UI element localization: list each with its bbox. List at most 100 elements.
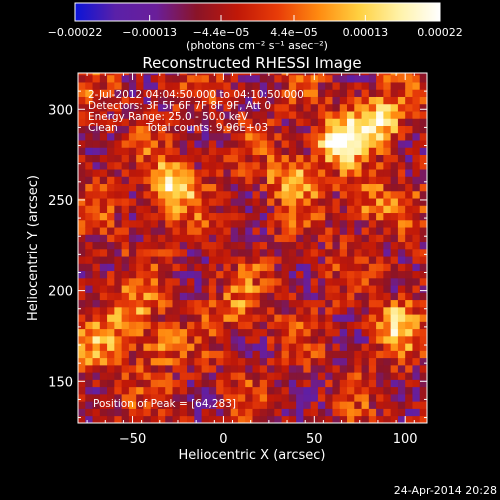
heatmap-pixel <box>121 103 130 112</box>
heatmap-pixel <box>194 219 202 228</box>
heatmap-pixel <box>405 379 413 388</box>
heatmap-pixel <box>274 357 282 366</box>
heatmap-pixel <box>361 169 370 177</box>
heatmap-pixel <box>274 125 282 134</box>
heatmap-pixel <box>99 241 108 250</box>
heatmap-pixel <box>121 306 130 315</box>
heatmap-pixel <box>237 364 246 373</box>
heatmap-pixel <box>245 227 253 235</box>
heatmap-pixel <box>390 335 399 344</box>
heatmap-pixel <box>230 190 239 199</box>
heatmap-pixel <box>332 140 341 148</box>
heatmap-pixel <box>179 299 188 308</box>
heatmap-pixel <box>376 183 384 192</box>
heatmap-pixel <box>128 103 137 112</box>
heatmap-pixel <box>405 176 413 185</box>
heatmap-pixel <box>216 89 224 97</box>
heatmap-pixel <box>165 335 173 344</box>
heatmap-pixel <box>208 111 217 119</box>
heatmap-pixel <box>114 125 123 134</box>
heatmap-pixel <box>99 328 108 337</box>
heatmap-pixel <box>267 96 275 105</box>
heatmap-pixel <box>201 343 210 351</box>
heatmap-pixel <box>194 314 202 322</box>
heatmap-pixel <box>383 205 392 214</box>
heatmap-pixel <box>303 234 312 243</box>
heatmap-pixel <box>208 125 217 134</box>
heatmap-pixel <box>259 357 268 366</box>
heatmap-pixel <box>136 277 144 286</box>
heatmap-pixel <box>107 386 115 395</box>
heatmap-pixel <box>78 408 86 417</box>
heatmap-pixel <box>85 248 93 257</box>
heatmap-pixel <box>92 277 101 286</box>
heatmap-pixel <box>92 82 101 90</box>
heatmap-pixel <box>201 74 210 83</box>
heatmap-pixel <box>259 328 268 337</box>
heatmap-pixel <box>179 270 188 279</box>
heatmap-pixel <box>288 335 297 344</box>
heatmap-pixel <box>85 408 93 417</box>
heatmap-pixel <box>347 263 355 272</box>
heatmap-pixel <box>92 328 101 337</box>
heatmap-pixel <box>354 169 362 177</box>
heatmap-pixel <box>419 125 427 134</box>
colorbar-tick-label: 0.00022 <box>417 26 463 39</box>
heatmap-pixel <box>252 147 261 155</box>
heatmap-pixel <box>390 125 399 134</box>
heatmap-pixel <box>187 256 195 264</box>
heatmap-pixel <box>383 277 392 286</box>
heatmap-pixel <box>114 256 123 264</box>
heatmap-pixel <box>361 292 370 301</box>
heatmap-pixel <box>390 234 399 243</box>
heatmap-pixel <box>85 169 93 177</box>
heatmap-pixel <box>208 147 217 155</box>
heatmap-pixel <box>376 415 384 423</box>
heatmap-pixel <box>230 364 239 373</box>
heatmap-pixel <box>194 183 202 192</box>
heatmap-pixel <box>390 285 399 293</box>
heatmap-pixel <box>274 89 282 97</box>
heatmap-pixel <box>376 176 384 185</box>
heatmap-pixel <box>78 118 86 126</box>
heatmap-pixel <box>194 147 202 155</box>
heatmap-pixel <box>354 357 362 366</box>
heatmap-pixel <box>114 379 123 388</box>
heatmap-pixel <box>383 357 392 366</box>
heatmap-pixel <box>354 314 362 322</box>
heatmap-pixel <box>419 285 427 293</box>
heatmap-pixel <box>78 401 86 409</box>
heatmap-pixel <box>201 89 210 97</box>
heatmap-pixel <box>252 176 261 185</box>
heatmap-pixel <box>259 82 268 90</box>
heatmap-pixel <box>288 350 297 359</box>
heatmap-pixel <box>194 125 202 134</box>
heatmap-pixel <box>114 147 123 155</box>
heatmap-pixel <box>325 241 333 250</box>
heatmap-pixel <box>216 393 224 402</box>
heatmap-pixel <box>405 328 413 337</box>
heatmap-pixel <box>237 118 246 126</box>
heatmap-pixel <box>157 74 166 83</box>
heatmap-pixel <box>361 73 370 76</box>
heatmap-pixel <box>245 132 253 141</box>
heatmap-pixel <box>288 111 297 119</box>
heatmap-pixel <box>128 140 137 148</box>
heatmap-pixel <box>310 111 319 119</box>
heatmap-pixel <box>412 140 421 148</box>
heatmap-pixel <box>397 350 406 359</box>
heatmap-pixel <box>288 205 297 214</box>
heatmap-pixel <box>179 111 188 119</box>
heatmap-pixel <box>187 82 195 90</box>
heatmap-pixel <box>412 103 421 112</box>
heatmap-pixel <box>252 73 261 76</box>
annotation-detectors: Detectors: 3F 5F 6F 7F 8F 9F, Att 0 <box>88 100 271 112</box>
heatmap-pixel <box>259 248 268 257</box>
heatmap-pixel <box>281 248 290 257</box>
heatmap-pixel <box>107 96 115 105</box>
heatmap-pixel <box>252 74 261 83</box>
heatmap-pixel <box>354 364 362 373</box>
heatmap-pixel <box>150 198 159 206</box>
heatmap-pixel <box>216 183 224 192</box>
heatmap-pixel <box>376 154 384 163</box>
